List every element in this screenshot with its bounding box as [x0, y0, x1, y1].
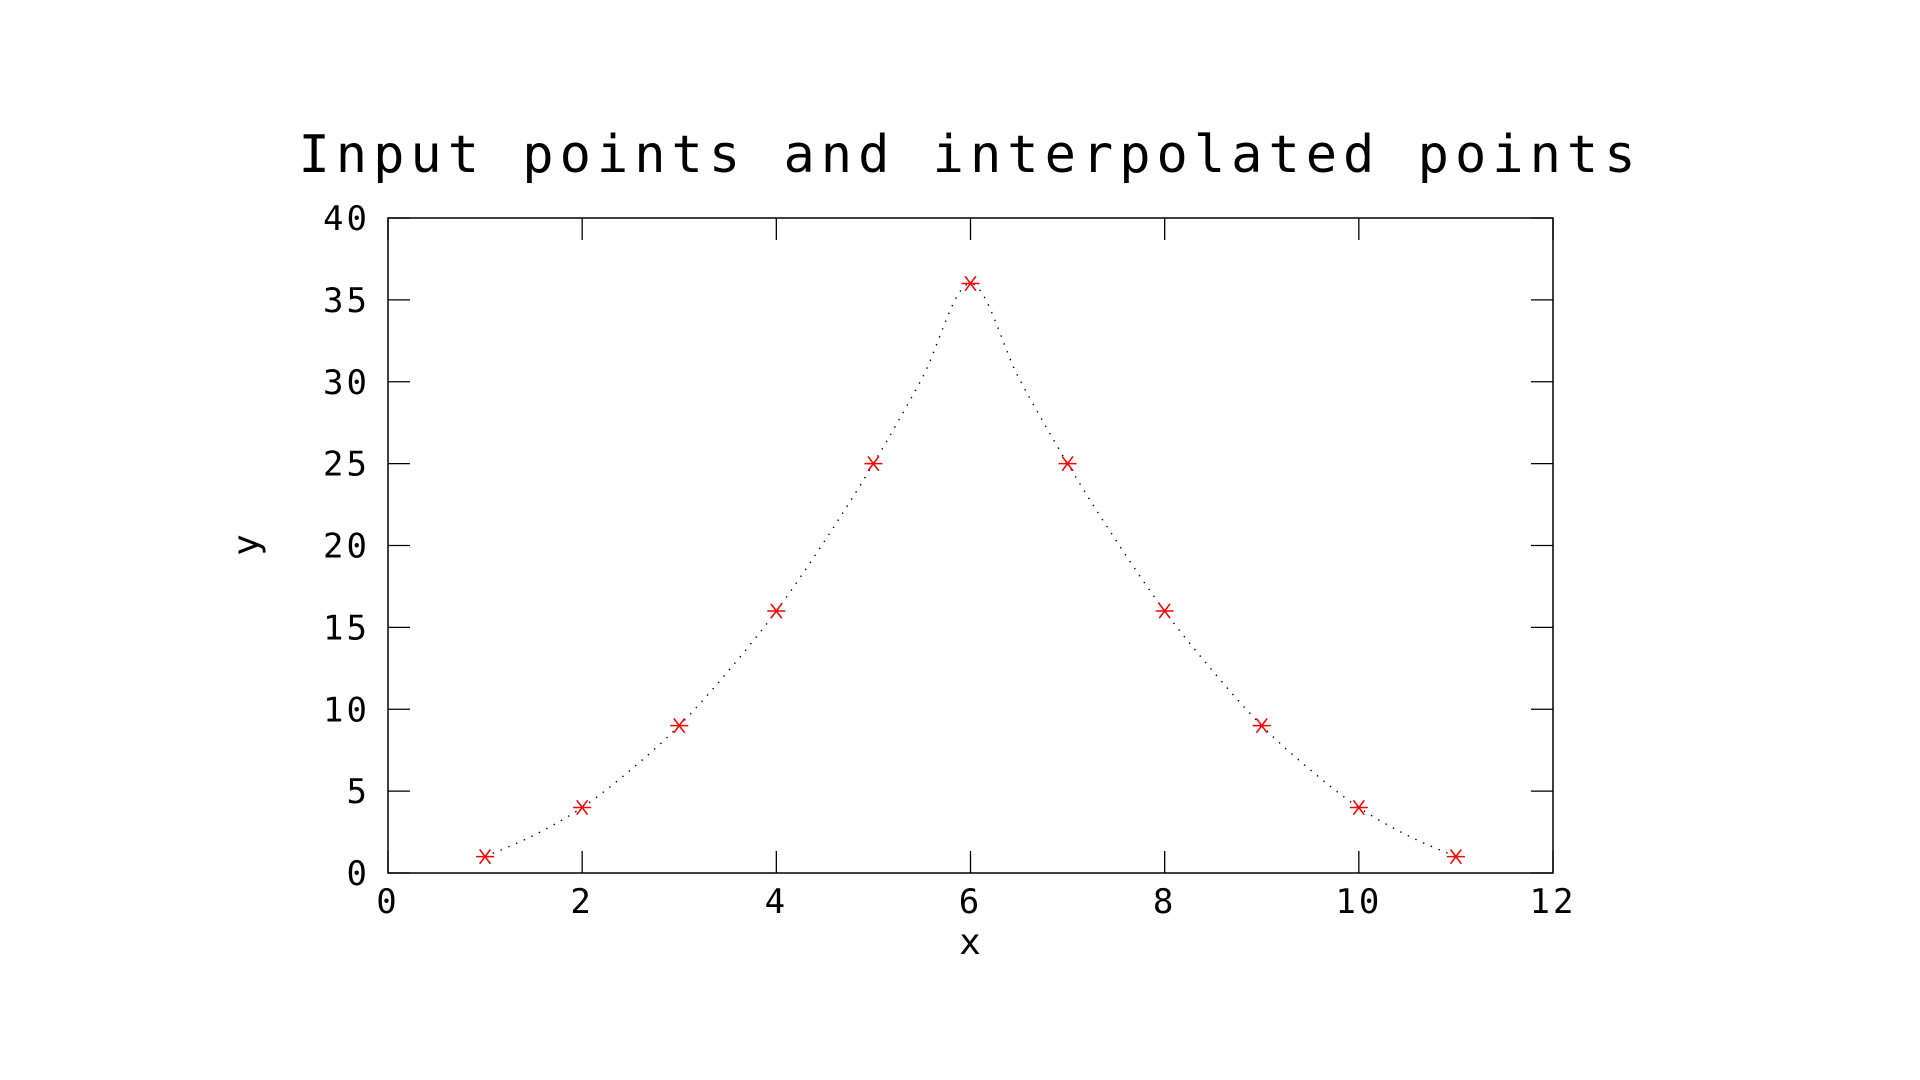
x-tick-label: 8 — [1153, 882, 1176, 922]
y-tick-label: 15 — [323, 608, 370, 648]
data-point — [767, 603, 786, 619]
data-point — [1058, 455, 1077, 472]
axis-ticks — [387, 217, 1554, 874]
y-tick-label: 30 — [323, 363, 370, 403]
data-point — [670, 717, 689, 734]
interpolated-line — [484, 282, 1457, 858]
data-point — [1446, 848, 1465, 865]
tick-labels: 0 2 4 6 8 10 12 0 5 10 15 20 25 30 35 40 — [323, 199, 1577, 922]
data-point — [961, 275, 980, 292]
y-tick-label: 25 — [323, 445, 370, 485]
plot-frame — [387, 217, 1554, 874]
y-tick-label: 0 — [347, 854, 370, 894]
y-tick-label: 40 — [323, 199, 370, 239]
y-tick-label: 10 — [323, 690, 370, 730]
y-tick-label: 5 — [347, 772, 370, 812]
x-tick-label: 0 — [376, 882, 399, 922]
interpolated-curve — [484, 282, 1457, 858]
data-point — [864, 455, 883, 472]
x-tick-label: 4 — [765, 882, 788, 922]
chart-title: Input points and interpolated points — [298, 125, 1641, 185]
x-tick-label: 6 — [959, 882, 982, 922]
y-tick-label: 20 — [323, 527, 370, 567]
x-axis-label: x — [959, 922, 981, 963]
y-tick-label: 35 — [323, 281, 370, 321]
input-points — [476, 275, 1465, 865]
x-tick-label: 10 — [1335, 882, 1382, 922]
data-point — [476, 848, 495, 865]
data-point — [573, 799, 592, 816]
data-point — [1252, 717, 1271, 734]
y-axis-label: y — [226, 534, 267, 556]
x-tick-label: 2 — [570, 882, 593, 922]
x-tick-label: 12 — [1530, 882, 1577, 922]
data-point — [1155, 603, 1174, 619]
data-point — [1349, 799, 1368, 816]
